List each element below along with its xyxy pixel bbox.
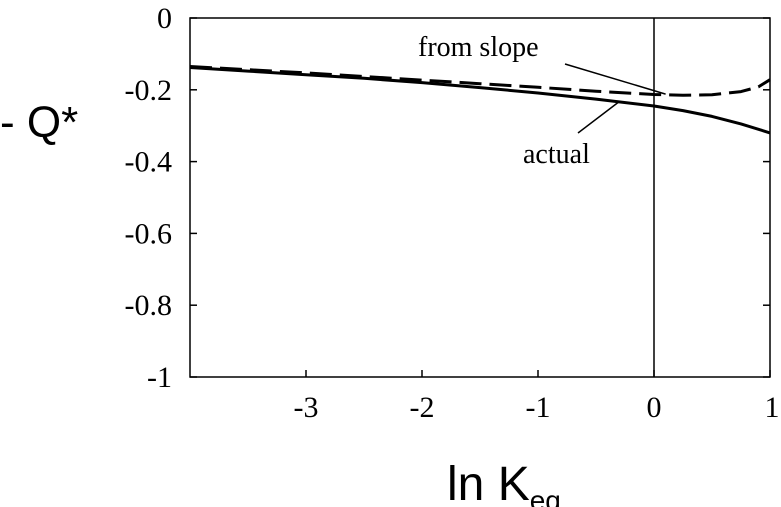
x-axis-label-subscript: eq: [530, 485, 561, 507]
x-axis-label: ln Keq: [447, 458, 561, 507]
x-tick-label: -1: [526, 391, 551, 424]
annotation-leader-line: [564, 63, 666, 95]
y-tick-label: -0.6: [125, 217, 173, 250]
annotation-leader-line: [577, 101, 620, 134]
x-tick-label: -3: [294, 391, 319, 424]
y-tick-label: -0.4: [125, 146, 173, 179]
y-tick-label: -0.8: [125, 289, 173, 322]
series-line-actual: [189, 66, 771, 135]
y-tick-label: -1: [147, 361, 172, 394]
annotation-actual: actual: [523, 139, 590, 170]
plot-frame: [189, 17, 771, 378]
x-axis-label-main: ln K: [447, 458, 530, 507]
annotation-from-slope: from slope: [418, 32, 539, 63]
x-tick-label: 0: [647, 391, 662, 424]
x-tick-label: 1: [765, 391, 780, 424]
y-tick-label: 0: [157, 2, 172, 35]
x-tick-label: -2: [410, 391, 435, 424]
y-tick-label: -0.2: [125, 74, 173, 107]
y-axis-label: - Q*: [0, 98, 78, 147]
series-line-from-slope: [189, 65, 771, 97]
